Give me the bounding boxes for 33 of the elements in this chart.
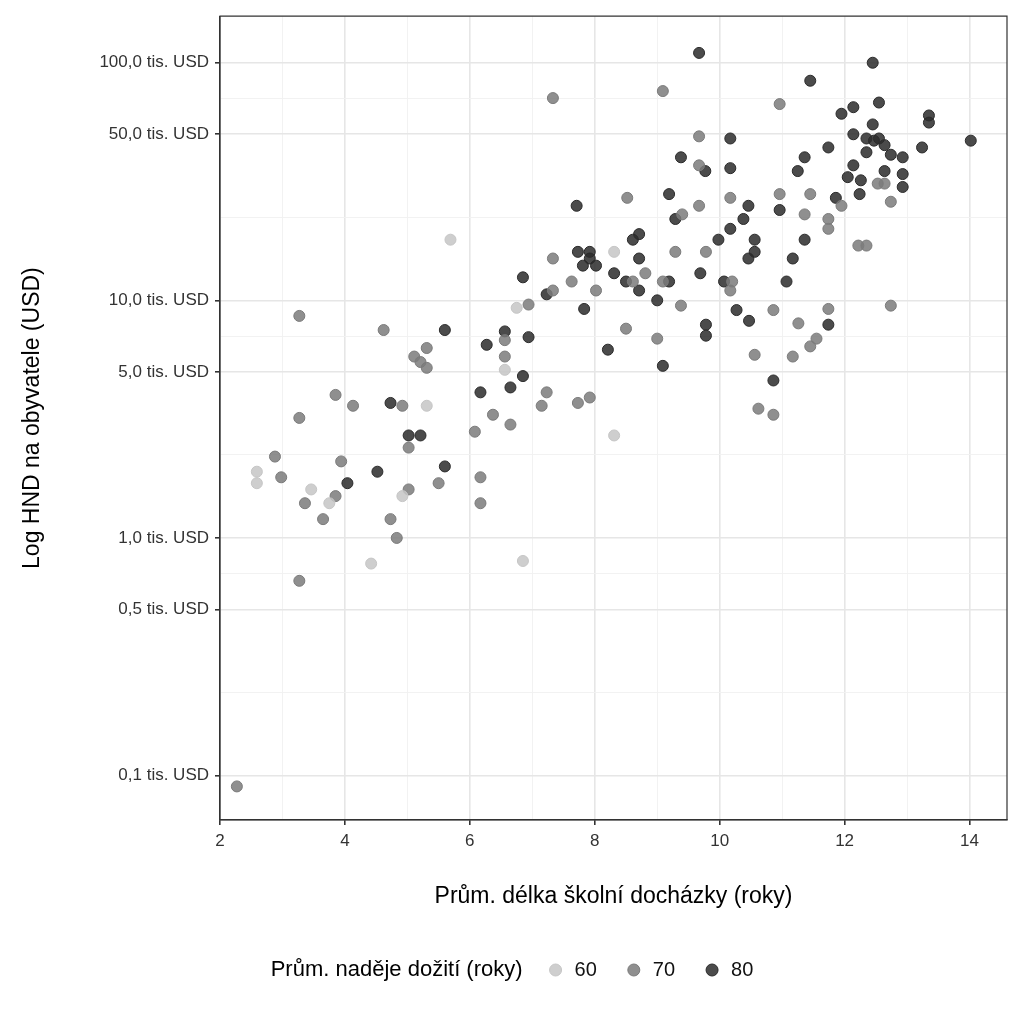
point [365, 557, 378, 570]
x-tick-label: 14 [960, 830, 979, 850]
point [323, 497, 336, 510]
legend-label: 70 [652, 957, 676, 980]
y-tick-label: 50,0 tis. USD [108, 123, 209, 143]
legend-label: 80 [731, 957, 754, 980]
point [444, 233, 457, 246]
point [608, 245, 621, 258]
y-tick-label: 5,0 tis. USD [118, 361, 209, 381]
legend-label: 60 [574, 957, 597, 980]
y-tick-label: 1,0 tis. USD [118, 527, 209, 547]
point [516, 554, 529, 567]
y-tick-label: 0,1 tis. USD [118, 765, 209, 785]
x-tick-label: 4 [340, 830, 350, 850]
y-tick-label: 100,0 tis. USD [99, 52, 209, 72]
x-tick-label: 2 [215, 830, 225, 850]
point [510, 301, 523, 314]
point [498, 363, 511, 376]
point [608, 429, 621, 442]
point [396, 490, 409, 503]
point [250, 477, 263, 490]
y-tick-label: 0,5 tis. USD [118, 599, 209, 619]
x-axis-title: Prům. délka školní docházky (roky) [434, 881, 793, 908]
x-tick-label: 10 [710, 830, 730, 850]
point [420, 399, 433, 412]
point [305, 483, 318, 496]
y-tick-label: 10,0 tis. USD [108, 290, 209, 310]
legend-title: Prům. naděje dožití (roky) [270, 956, 523, 982]
y-axis-title: Log HND na obyvatele (USD) [18, 267, 45, 569]
x-tick-label: 8 [590, 830, 600, 850]
x-tick-label: 6 [465, 830, 475, 850]
x-tick-label: 12 [835, 830, 855, 850]
point [250, 465, 263, 478]
